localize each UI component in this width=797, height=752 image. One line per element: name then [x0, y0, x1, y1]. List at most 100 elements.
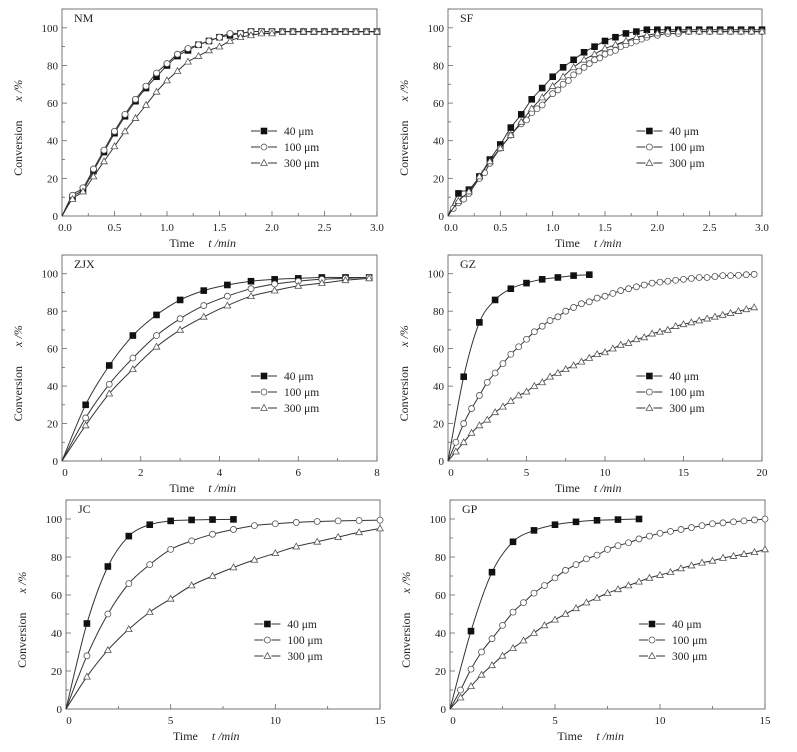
- data-point: [132, 95, 139, 103]
- series-40m: [61, 274, 373, 462]
- data-point: [656, 570, 664, 578]
- data-point: [292, 519, 300, 526]
- data-point: [355, 517, 363, 524]
- data-point: [727, 272, 734, 280]
- data-point: [467, 627, 475, 635]
- y-axis-label: Conversion x /%: [397, 80, 411, 176]
- data-point: [352, 27, 360, 35]
- data-point: [608, 344, 617, 352]
- data-point: [334, 532, 343, 540]
- data-point: [585, 298, 593, 306]
- data-point: [188, 537, 196, 545]
- y-tick-label: 60: [51, 590, 63, 602]
- data-point: [604, 546, 611, 553]
- data-point: [758, 27, 766, 35]
- data-point: [188, 516, 195, 524]
- data-point: [488, 568, 496, 576]
- x-axis-label: Time t /min: [555, 236, 622, 250]
- data-point: [580, 55, 589, 63]
- data-point: [687, 318, 696, 326]
- legend-label: 100 μm: [669, 142, 704, 154]
- panel-title: SF: [460, 11, 474, 25]
- data-point: [735, 271, 742, 279]
- data-point: [176, 296, 184, 304]
- legend-label: 100 μm: [672, 635, 707, 647]
- data-point: [538, 93, 547, 101]
- data-point: [562, 566, 569, 574]
- series-line: [61, 30, 377, 217]
- data-point: [680, 275, 687, 283]
- data-point: [83, 652, 91, 660]
- data-point: [640, 333, 649, 341]
- panel-gp: 0 20 40 60 80 100 0 5 10 15 GP Conversion x /% Time t …: [399, 499, 771, 743]
- data-point: [464, 187, 473, 195]
- x-tick-label: 1.5: [213, 222, 227, 234]
- data-point: [635, 515, 643, 523]
- data-point: [554, 313, 562, 321]
- data-point: [278, 27, 287, 35]
- data-point: [677, 564, 685, 572]
- data-point: [153, 311, 160, 319]
- data-point: [530, 328, 538, 336]
- data-point: [483, 378, 491, 386]
- data-point: [559, 80, 567, 88]
- x-axis-label-text: Time: [555, 236, 580, 250]
- data-point: [585, 60, 593, 67]
- data-point: [577, 357, 586, 365]
- data-point: [709, 520, 716, 528]
- legend: 40 μm 100 μm 300 μm: [254, 619, 323, 663]
- x-axis-label-variable: t /min: [212, 729, 240, 743]
- data-point: [506, 396, 515, 404]
- panel-title: GP: [462, 502, 478, 516]
- data-point: [572, 518, 580, 526]
- legend-marker: [263, 651, 272, 659]
- data-point: [635, 577, 643, 585]
- y-axis-label-variable: x /%: [11, 80, 25, 103]
- data-point: [226, 36, 234, 44]
- data-point: [153, 332, 160, 339]
- data-point: [527, 104, 536, 112]
- data-point: [656, 278, 664, 286]
- data-point: [187, 581, 196, 589]
- y-tick-label: 100: [430, 514, 447, 526]
- data-point: [478, 648, 485, 656]
- y-axis-label: Conversion x /%: [399, 572, 413, 668]
- data-point: [703, 314, 712, 322]
- series-line: [65, 528, 381, 710]
- data-point: [572, 604, 580, 612]
- legend-item: 300 μm: [254, 651, 323, 663]
- panel-sf: 0 20 40 60 80 100 0.0 0.5 1.0 1.5 2.0 2.5 3.0 SF Conve…: [397, 8, 769, 250]
- data-point: [467, 428, 476, 436]
- data-point: [125, 580, 133, 587]
- data-point: [561, 365, 570, 373]
- series-40m: [447, 271, 593, 462]
- data-point: [698, 558, 706, 566]
- data-point: [569, 63, 578, 71]
- x-tick-label: 6: [296, 467, 302, 479]
- data-point: [331, 27, 339, 35]
- data-point: [747, 27, 756, 35]
- x-tick-label: 3.0: [370, 222, 384, 234]
- y-tick-label: 20: [51, 666, 63, 678]
- y-tick-label: 80: [435, 552, 447, 564]
- data-point: [451, 447, 460, 455]
- legend-marker: [648, 620, 656, 628]
- data-point: [648, 329, 657, 337]
- y-tick-label: 80: [47, 306, 59, 318]
- data-point: [131, 113, 140, 121]
- data-point: [742, 271, 750, 279]
- data-point: [679, 320, 688, 328]
- series-line: [447, 30, 762, 217]
- data-point: [612, 47, 619, 54]
- y-tick-label: 100: [42, 269, 59, 281]
- x-tick-label: 10: [655, 715, 667, 727]
- series-300m: [65, 524, 384, 710]
- data-point: [373, 27, 381, 35]
- data-point: [507, 350, 515, 358]
- legend-marker: [264, 620, 271, 628]
- data-point: [215, 42, 224, 50]
- data-point: [89, 172, 98, 180]
- data-point: [718, 310, 727, 318]
- data-point: [575, 67, 583, 75]
- y-tick-label: 60: [435, 590, 447, 602]
